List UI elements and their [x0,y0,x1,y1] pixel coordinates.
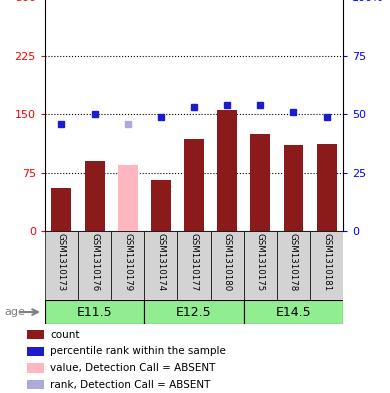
Bar [45,300,144,324]
Bar [284,145,303,231]
Text: GSM1310176: GSM1310176 [90,233,99,291]
Text: GSM1310178: GSM1310178 [289,233,298,291]
Text: E11.5: E11.5 [77,305,112,319]
Bar [144,300,244,324]
Bar [244,231,277,300]
Bar [27,380,44,389]
Text: GSM1310181: GSM1310181 [322,233,331,291]
Text: GSM1310177: GSM1310177 [190,233,199,291]
Bar [177,231,211,300]
Text: GSM1310174: GSM1310174 [156,233,165,291]
Text: GSM1310173: GSM1310173 [57,233,66,291]
Bar [118,165,138,231]
Bar [244,300,343,324]
Bar [27,363,44,373]
Bar [151,180,171,231]
Text: count: count [50,330,80,340]
Text: E14.5: E14.5 [276,305,311,319]
Bar [27,330,44,339]
Bar [45,231,78,300]
Text: GSM1310175: GSM1310175 [256,233,265,291]
Bar [250,134,270,231]
Bar [217,110,237,231]
Bar [144,231,177,300]
Bar [211,231,244,300]
Text: GSM1310179: GSM1310179 [123,233,132,291]
Text: GSM1310180: GSM1310180 [223,233,232,291]
Text: E12.5: E12.5 [176,305,212,319]
Bar [51,188,71,231]
Bar [85,161,105,231]
Bar [27,347,44,356]
Bar [310,231,343,300]
Text: rank, Detection Call = ABSENT: rank, Detection Call = ABSENT [50,380,211,389]
Text: percentile rank within the sample: percentile rank within the sample [50,346,226,356]
Bar [78,231,111,300]
Bar [184,139,204,231]
Bar [111,231,144,300]
Bar [317,144,337,231]
Bar [277,231,310,300]
Text: value, Detection Call = ABSENT: value, Detection Call = ABSENT [50,363,216,373]
Text: age: age [4,307,25,317]
